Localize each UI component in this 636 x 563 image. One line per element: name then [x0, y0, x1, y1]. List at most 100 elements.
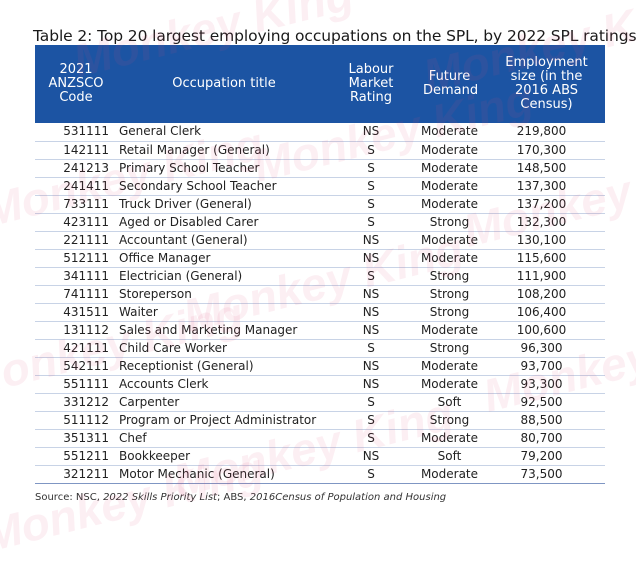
- employment-cell: 73,500: [520, 466, 563, 481]
- occupation-cell: Electrician (General): [119, 268, 243, 283]
- future-demand-cell: Moderate: [420, 178, 479, 193]
- table-title: Table 2: Top 20 largest employing occupa…: [33, 27, 636, 45]
- labour-market-cell: NS: [362, 304, 380, 319]
- occupation-cell: Waiter: [119, 304, 158, 319]
- employment-cell: 115,600: [516, 250, 567, 265]
- header-code: 2021 ANZSCO Code: [35, 45, 117, 123]
- labour-market-cell: NS: [362, 358, 380, 373]
- employment-cell: 132,300: [516, 214, 567, 229]
- employment-cell: 92,500: [520, 394, 563, 409]
- code-cell: 341111: [63, 268, 109, 283]
- future-demand-cell: Strong: [429, 214, 470, 229]
- future-demand-cell: Moderate: [420, 124, 479, 139]
- code-cell: 431511: [63, 304, 109, 319]
- header-future-demand: Future Demand: [411, 45, 488, 123]
- occupation-cell: Bookkeeper: [119, 448, 191, 463]
- labour-market-cell: S: [367, 340, 375, 355]
- code-cell: 542111: [63, 358, 109, 373]
- source-census-title: 2016Census of Population and Housing: [249, 492, 447, 503]
- occupations-table: 2021 ANZSCO Code Occupation title Labour…: [35, 45, 605, 484]
- occupation-cell: General Clerk: [119, 124, 202, 139]
- future-demand-cell: Moderate: [420, 142, 479, 157]
- employment-cell: 148,500: [516, 160, 567, 175]
- future-demand-cell: Soft: [437, 448, 462, 463]
- employment-cell: 96,300: [520, 340, 563, 355]
- labour-market-cell: S: [367, 466, 375, 481]
- labour-market-cell: NS: [362, 286, 380, 301]
- employment-cell: 93,300: [520, 376, 563, 391]
- table-row: 321211 Motor Mechanic (General) S Moderate 7…: [35, 465, 605, 483]
- labour-market-cell: NS: [362, 124, 380, 139]
- employment-cell: 137,300: [516, 178, 567, 193]
- table-header-row: 2021 ANZSCO Code Occupation title Labour…: [35, 45, 605, 123]
- employment-cell: 111,900: [516, 268, 567, 283]
- occupation-cell: Storeperson: [119, 286, 192, 301]
- occupation-cell: Truck Driver (General): [119, 196, 252, 211]
- table-row: 241213 Primary School Teacher S Moderate 148…: [35, 159, 605, 177]
- occupation-cell: Accounts Clerk: [119, 376, 209, 391]
- table-row: 423111 Aged or Disabled Carer S Strong 132,3…: [35, 213, 605, 231]
- occupation-cell: Sales and Marketing Manager: [119, 322, 298, 337]
- code-cell: 531111: [63, 124, 109, 139]
- future-demand-cell: Moderate: [420, 196, 479, 211]
- labour-market-cell: NS: [362, 232, 380, 247]
- code-cell: 512111: [63, 250, 109, 265]
- occupation-cell: Aged or Disabled Carer: [119, 214, 259, 229]
- future-demand-cell: Moderate: [420, 466, 479, 481]
- occupation-cell: Receptionist (General): [119, 358, 254, 373]
- future-demand-cell: Strong: [429, 412, 470, 427]
- code-cell: 221111: [63, 232, 109, 247]
- source-mid: ; ABS,: [216, 492, 250, 503]
- code-cell: 131112: [63, 322, 109, 337]
- employment-cell: 137,200: [516, 196, 567, 211]
- employment-cell: 130,100: [516, 232, 567, 247]
- code-cell: 241411: [63, 178, 109, 193]
- labour-market-cell: NS: [362, 250, 380, 265]
- employment-cell: 79,200: [520, 448, 563, 463]
- occupation-cell: Secondary School Teacher: [119, 178, 277, 193]
- source-list-title: 2022 Skills Priority List: [103, 492, 217, 503]
- future-demand-cell: Strong: [429, 268, 470, 283]
- table-row: 531111 General Clerk NS Moderate 219,800: [35, 123, 605, 141]
- occupation-cell: Accountant (General): [119, 232, 248, 247]
- employment-cell: 106,400: [516, 304, 567, 319]
- occupation-cell: Motor Mechanic (General): [119, 466, 275, 481]
- occupation-cell: Retail Manager (General): [119, 142, 270, 157]
- occupation-cell: Program or Project Administrator: [119, 412, 317, 427]
- code-cell: 241213: [63, 160, 109, 175]
- header-labour-market: Labour Market Rating: [331, 45, 411, 123]
- future-demand-cell: Moderate: [420, 232, 479, 247]
- future-demand-cell: Strong: [429, 340, 470, 355]
- employment-cell: 170,300: [516, 142, 567, 157]
- occupation-cell: Chef: [119, 430, 147, 445]
- header-occupation: Occupation title: [117, 45, 331, 123]
- labour-market-cell: NS: [362, 448, 380, 463]
- labour-market-cell: S: [367, 142, 375, 157]
- code-cell: 421111: [63, 340, 109, 355]
- code-cell: 423111: [63, 214, 109, 229]
- labour-market-cell: S: [367, 160, 375, 175]
- future-demand-cell: Moderate: [420, 250, 479, 265]
- table-row: 542111 Receptionist (General) NS Moderate 93…: [35, 357, 605, 375]
- employment-cell: 80,700: [520, 430, 563, 445]
- code-cell: 142111: [63, 142, 109, 157]
- code-cell: 351311: [63, 430, 109, 445]
- future-demand-cell: Soft: [437, 394, 462, 409]
- header-employment: Employment size (in the 2016 ABS Census): [488, 45, 605, 123]
- future-demand-cell: Moderate: [420, 358, 479, 373]
- employment-cell: 219,800: [516, 124, 567, 139]
- future-demand-cell: Strong: [429, 304, 470, 319]
- table-row: 142111 Retail Manager (General) S Moderate 1…: [35, 141, 605, 159]
- labour-market-cell: S: [367, 268, 375, 283]
- labour-market-cell: S: [367, 214, 375, 229]
- employment-cell: 100,600: [516, 322, 567, 337]
- labour-market-cell: S: [367, 196, 375, 211]
- table-row: 331212 Carpenter S Soft 92,500: [35, 393, 605, 411]
- table-row: 341111 Electrician (General) S Strong 111,90…: [35, 267, 605, 285]
- table-row: 131112 Sales and Marketing Manager NS Moder…: [35, 321, 605, 339]
- labour-market-cell: NS: [362, 322, 380, 337]
- future-demand-cell: Moderate: [420, 322, 479, 337]
- code-cell: 733111: [63, 196, 109, 211]
- table-row: 431511 Waiter NS Strong 106,400: [35, 303, 605, 321]
- occupation-cell: Child Care Worker: [119, 340, 227, 355]
